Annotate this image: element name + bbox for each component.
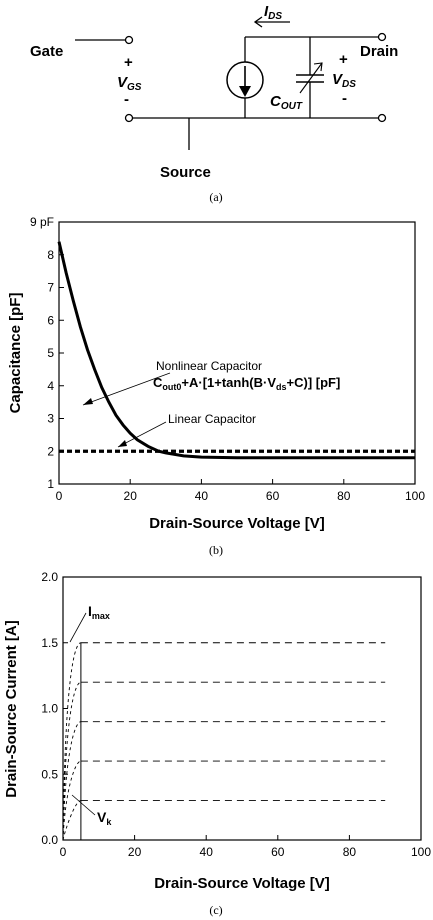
- vds-minus: -: [342, 90, 347, 107]
- cout-label: COUT: [270, 93, 303, 112]
- chart-c-knee-curves: [62, 642, 82, 841]
- chart-c-y-ticks: 0.0 0.5 1.0 1.5 2.0: [41, 570, 68, 847]
- chart-b-x-tick-label: 100: [405, 489, 425, 503]
- circuit-diagram: Gate + VGS - Source IDS Drain COUT: [30, 3, 398, 204]
- chart-b-y-tick-label: 4: [47, 379, 54, 393]
- chart-c-x-axis-label: Drain-Source Voltage [V]: [154, 875, 330, 892]
- chart-c-knee-curve: [62, 760, 82, 841]
- ids-label: IDS: [264, 3, 282, 22]
- chart-b-y-ticks: 1 2 3 4 5 6 7 8 9 pF: [30, 215, 64, 491]
- chart-c-knee-curve: [62, 721, 82, 841]
- chart-b-y-tick-label: 1: [47, 477, 54, 491]
- source-gate-node: [124, 113, 134, 123]
- chart-b-y-tick-label: 3: [47, 412, 54, 426]
- caption-a: (a): [209, 190, 222, 204]
- current-source-arrow-head: [239, 86, 251, 97]
- vk-annotation: Vk: [97, 809, 112, 827]
- vgs-label: VGS: [117, 74, 142, 93]
- chart-b-x-ticks: 0 20 40 60 80 100: [56, 479, 425, 503]
- chart-c-x-tick-label: 20: [128, 845, 142, 859]
- chart-c-knee-curve: [62, 642, 82, 841]
- chart-b-x-tick-label: 80: [337, 489, 351, 503]
- chart-c-y-tick-label: 0.5: [41, 767, 58, 781]
- chart-c-y-axis-label: Drain-Source Current [A]: [3, 620, 20, 798]
- drain-terminal-node: [377, 32, 387, 42]
- variable-capacitor-arrowhead: [313, 62, 323, 72]
- chart-b-series-line-1: [57, 241, 415, 460]
- chart-b-x-tick-label: 0: [56, 489, 63, 503]
- source-label: Source: [160, 164, 211, 181]
- chart-b-x-axis-label: Drain-Source Voltage [V]: [149, 515, 325, 532]
- chart-b-y-tick-label: 5: [47, 346, 54, 360]
- chart-b-y-tick-label: 7: [47, 281, 54, 295]
- chart-c-x-tick-label: 100: [411, 845, 431, 859]
- chart-c-x-tick-label: 80: [343, 845, 357, 859]
- capacitance-chart: 0 20 40 60 80 100 1 2 3 4 5 6 7 8 9 pF Drain-Source V…: [7, 215, 425, 557]
- chart-c-series: [80, 642, 386, 840]
- chart-c-x-tick-label: 0: [60, 845, 67, 859]
- imax-annotation-leader: [69, 612, 87, 643]
- iv-chart: 0 20 40 60 80 100 0.0 0.5 1.0 1.5 2.0 Imax Vk Dra…: [3, 570, 431, 917]
- chart-c-y-tick-label: 1.0: [41, 702, 58, 716]
- chart-b-y-tick-label: 9 pF: [30, 215, 54, 229]
- nonlinear-annotation-leader: [82, 372, 171, 406]
- linear-annotation-leader: [117, 421, 167, 448]
- chart-b-y-axis-label: Capacitance [pF]: [7, 293, 24, 414]
- chart-c-x-ticks: 0 20 40 60 80 100: [60, 835, 431, 859]
- chart-c-knee-curve: [62, 681, 82, 841]
- variable-capacitor-arrow: [299, 62, 323, 94]
- caption-b: (b): [209, 543, 223, 557]
- vds-plus: +: [339, 51, 348, 68]
- vk-annotation-leader: [71, 794, 96, 816]
- vds-label: VDS: [332, 71, 356, 90]
- chart-b-y-tick-label: 2: [47, 444, 54, 458]
- chart-b-y-tick-label: 8: [47, 248, 54, 262]
- chart-c-x-tick-label: 40: [200, 845, 214, 859]
- chart-c-y-tick-label: 1.5: [41, 636, 58, 650]
- chart-b-x-tick-label: 60: [266, 489, 280, 503]
- chart-b-series: [57, 241, 415, 460]
- nonlinear-annotation-arrowhead: [83, 398, 93, 405]
- chart-b-x-tick-label: 20: [124, 489, 138, 503]
- ids-arrow-head: [253, 16, 263, 28]
- source-drain-node: [377, 113, 387, 123]
- gate-terminal-node: [124, 35, 134, 45]
- capacitance-formula: Cout0+A·[1+tanh(B·Vds+C)] [pF]: [153, 375, 340, 392]
- vgs-plus: +: [124, 54, 133, 71]
- chart-b-y-tick-label: 6: [47, 313, 54, 327]
- chart-b-plot-frame: [58, 221, 416, 485]
- linear-annotation-arrowhead: [118, 440, 127, 447]
- chart-c-x-tick-label: 60: [271, 845, 285, 859]
- nonlinear-capacitor-annotation: Nonlinear Capacitor: [156, 359, 262, 373]
- imax-annotation: Imax: [88, 603, 110, 621]
- chart-c-y-tick-label: 2.0: [41, 570, 58, 584]
- gate-label: Gate: [30, 43, 63, 60]
- caption-c: (c): [209, 903, 222, 917]
- vgs-minus: -: [124, 91, 129, 108]
- linear-capacitor-annotation: Linear Capacitor: [168, 412, 256, 426]
- chart-c-y-tick-label: 0.0: [41, 833, 58, 847]
- chart-b-x-tick-label: 40: [195, 489, 209, 503]
- drain-label: Drain: [360, 43, 398, 60]
- chart-c-knee-curve: [62, 800, 82, 841]
